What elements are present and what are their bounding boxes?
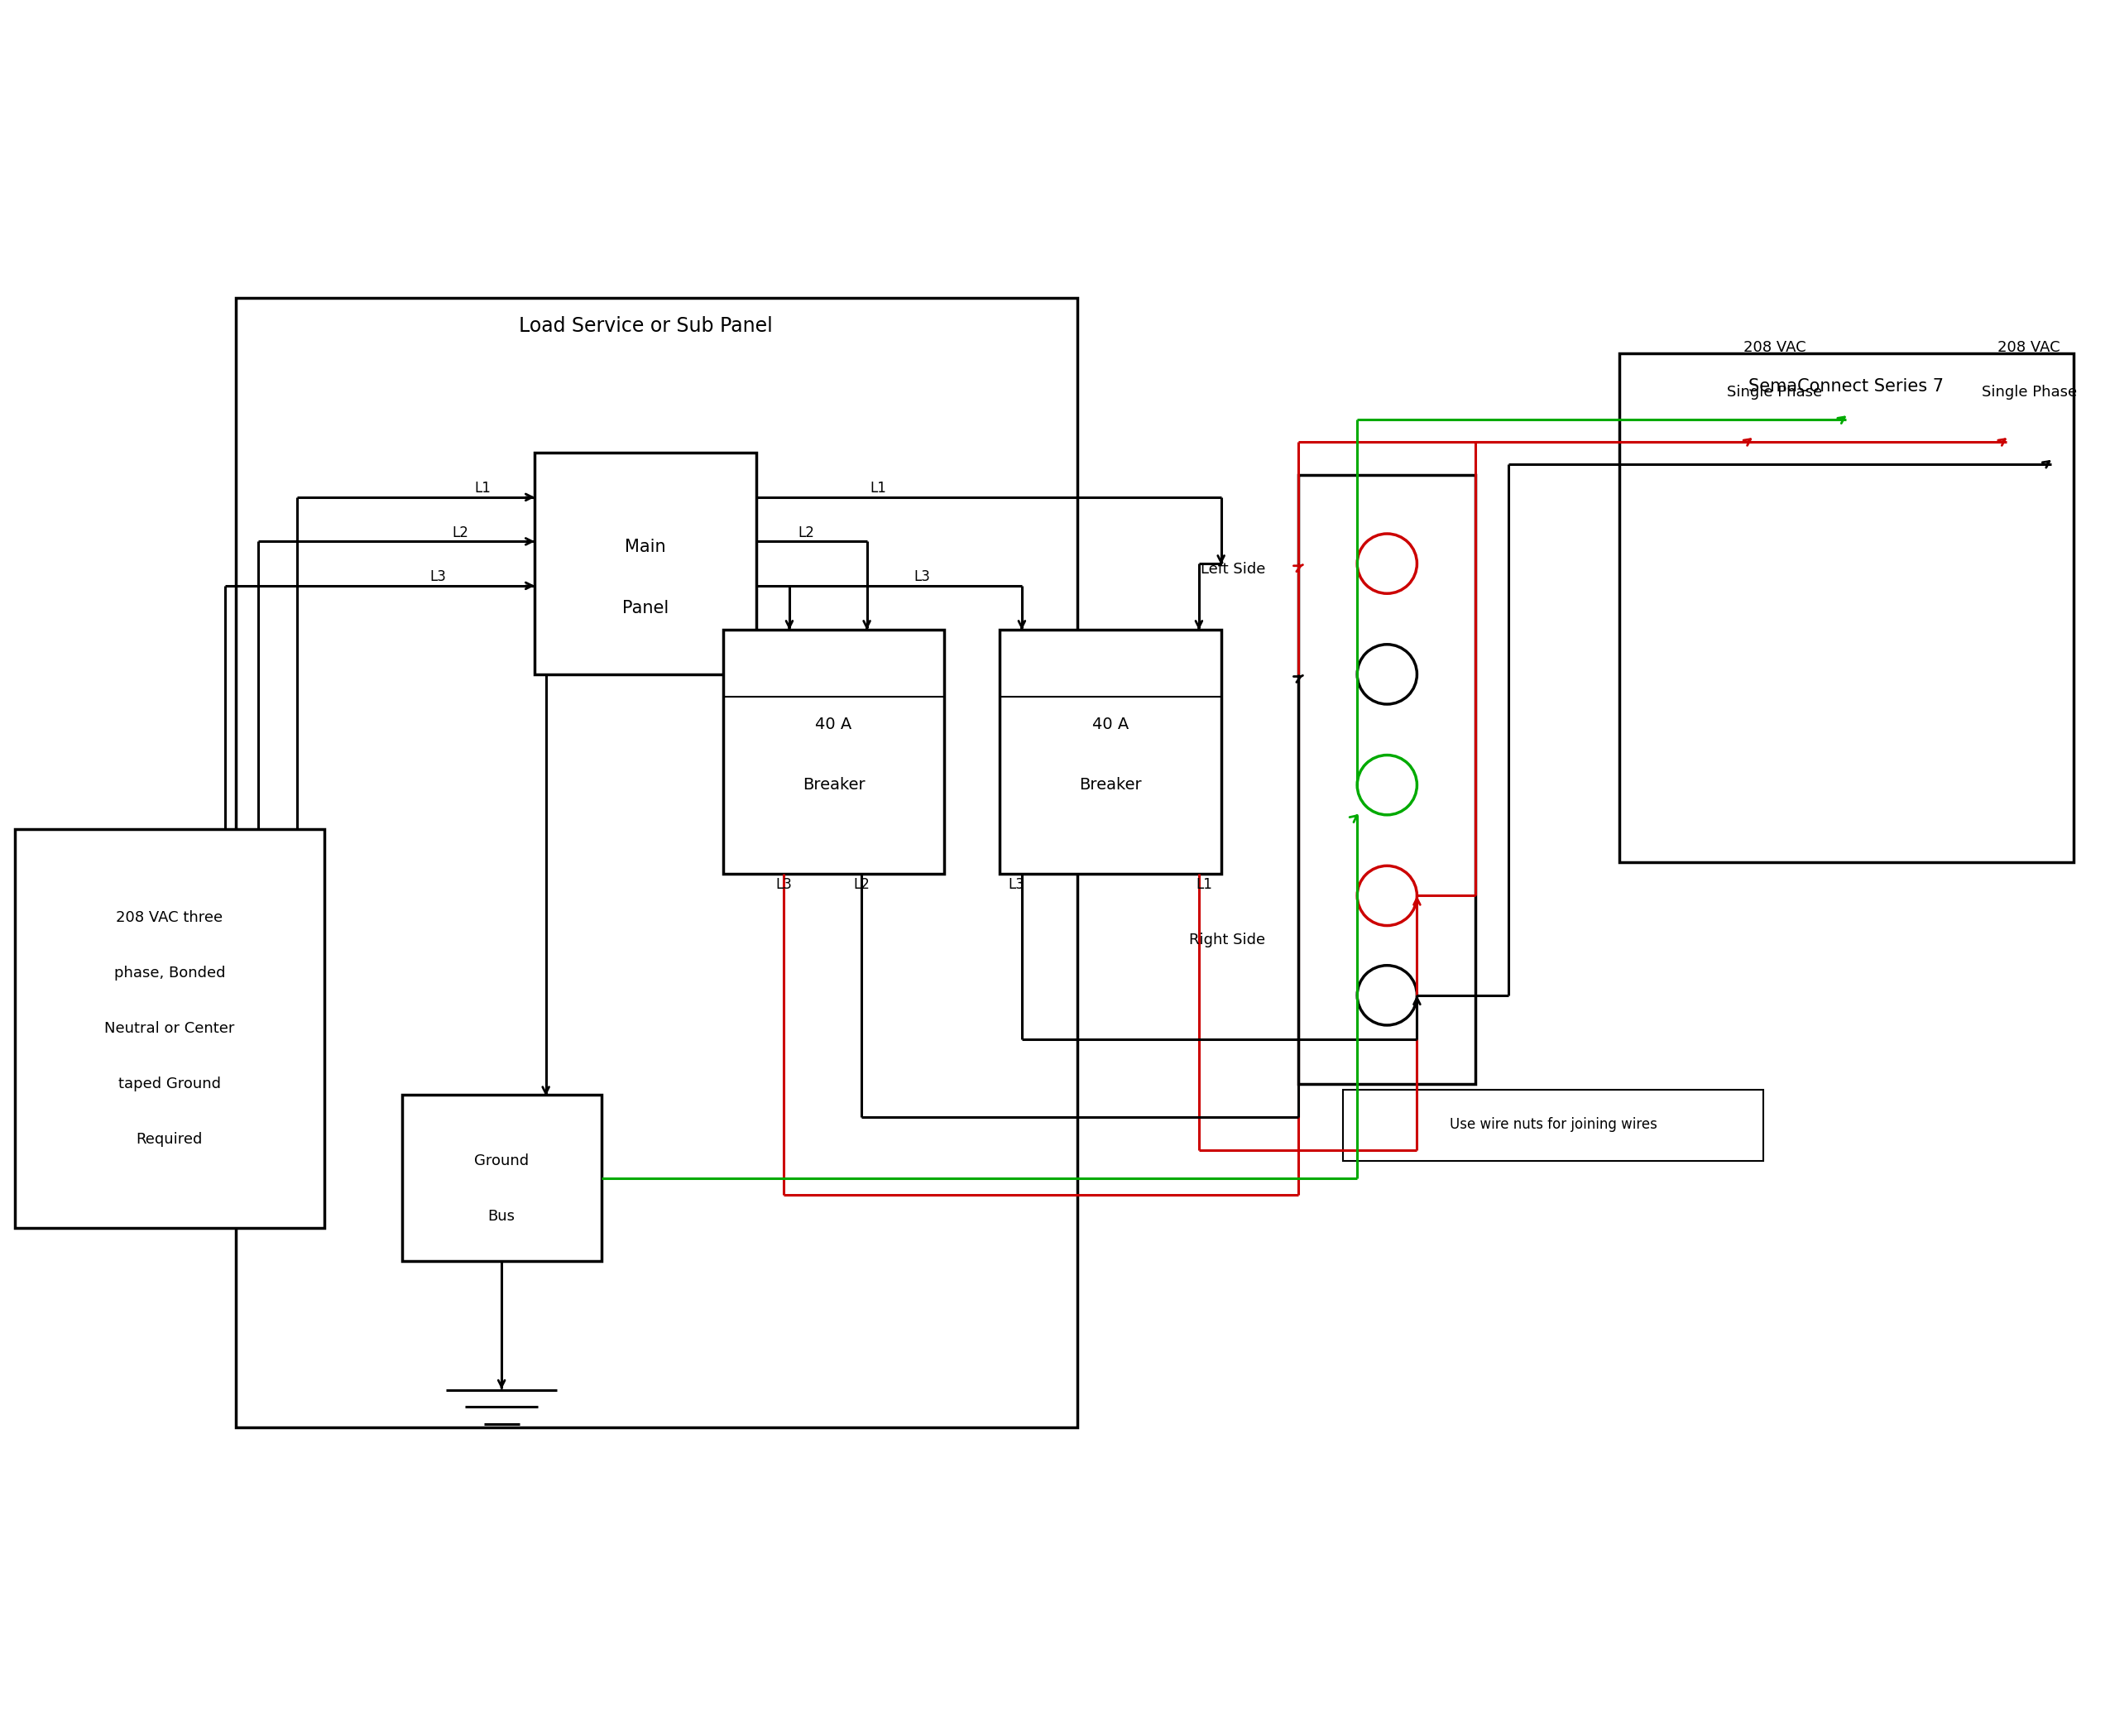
Bar (1000, 630, 1222, 873)
Text: Required: Required (137, 1132, 203, 1147)
Text: L1: L1 (869, 481, 886, 496)
Text: Bus: Bus (487, 1210, 515, 1224)
Text: 40 A: 40 A (1093, 717, 1129, 733)
Text: Single Phase: Single Phase (1981, 385, 2076, 399)
Bar (15, 830, 325, 1227)
Text: 208 VAC three: 208 VAC three (116, 910, 224, 925)
Text: L3: L3 (1009, 877, 1025, 892)
Text: L2: L2 (452, 526, 468, 540)
Text: Main: Main (625, 538, 667, 556)
Text: Single Phase: Single Phase (1726, 385, 1823, 399)
Bar (724, 630, 945, 873)
Bar (1298, 476, 1475, 1083)
Text: 208 VAC: 208 VAC (1743, 340, 1806, 356)
Text: Load Service or Sub Panel: Load Service or Sub Panel (519, 316, 772, 335)
Text: Breaker: Breaker (1078, 778, 1142, 793)
Text: Panel: Panel (622, 599, 669, 616)
Text: Use wire nuts for joining wires: Use wire nuts for joining wires (1450, 1118, 1656, 1132)
Text: Neutral or Center: Neutral or Center (103, 1021, 234, 1036)
Bar (1620, 354, 2074, 863)
Text: taped Ground: taped Ground (118, 1076, 222, 1092)
Text: 40 A: 40 A (814, 717, 852, 733)
Bar (236, 299, 1076, 1427)
Text: Left Side: Left Side (1201, 562, 1266, 576)
Text: L3: L3 (914, 569, 931, 585)
Text: Right Side: Right Side (1190, 932, 1266, 948)
Text: L1: L1 (1196, 877, 1213, 892)
Text: phase, Bonded: phase, Bonded (114, 965, 226, 981)
Bar (401, 1095, 601, 1260)
Text: SemaConnect Series 7: SemaConnect Series 7 (1749, 378, 1943, 394)
Bar (534, 453, 755, 674)
Text: Breaker: Breaker (802, 778, 865, 793)
Text: L3: L3 (430, 569, 445, 585)
Text: L2: L2 (798, 526, 814, 540)
Text: Ground: Ground (475, 1154, 530, 1168)
Text: L2: L2 (852, 877, 869, 892)
Bar (1342, 1090, 1764, 1161)
Text: L3: L3 (776, 877, 791, 892)
Text: 208 VAC: 208 VAC (1998, 340, 2059, 356)
Text: L1: L1 (475, 481, 490, 496)
